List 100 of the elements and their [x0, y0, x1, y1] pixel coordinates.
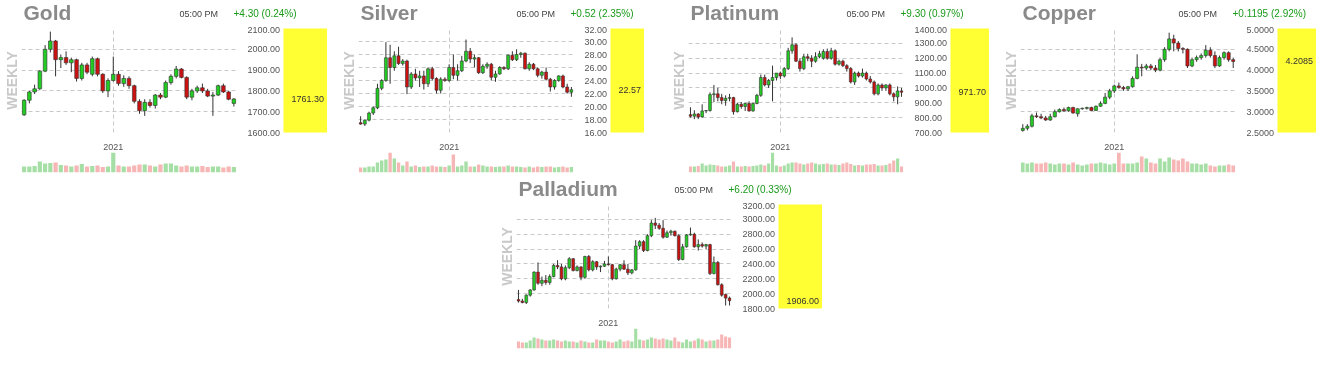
y-tick-label: 1700.00 [247, 106, 281, 117]
bar [502, 166, 506, 173]
text: 1761.30 [291, 93, 325, 104]
bar [1052, 164, 1057, 173]
bar [1107, 164, 1112, 173]
bar [485, 166, 489, 173]
candlestick [451, 54, 456, 80]
y-tick-label: 2400.00 [742, 258, 776, 269]
y-tick-label: 1400.00 [914, 24, 948, 35]
text: +0.52 (2.35%) [570, 7, 634, 19]
bar [388, 152, 392, 173]
x-tick-label: 2021 [439, 141, 460, 152]
text: +6.20 (0.33%) [728, 183, 792, 195]
chart-title: Palladium [518, 176, 618, 200]
x-tick-label: 2021 [1104, 141, 1125, 152]
bar [579, 340, 583, 349]
bar [464, 161, 468, 173]
bar [1222, 165, 1226, 173]
x-tick-label: 2021 [103, 141, 124, 152]
bar [770, 152, 775, 173]
y-tick-label: 1600.00 [247, 127, 281, 138]
bar [1203, 163, 1208, 173]
bar [405, 161, 409, 173]
text: 22.57 [618, 84, 642, 95]
bar [634, 328, 638, 349]
text: 05:00 PM [674, 184, 714, 195]
bar [443, 166, 447, 173]
y-tick-label: 1300.00 [914, 38, 948, 49]
bar [363, 167, 367, 173]
bar [426, 166, 430, 173]
y-tick-label: 1100.00 [914, 68, 947, 79]
bar [696, 166, 700, 173]
chart-title: Silver [360, 0, 418, 24]
y-tick-label: 16.00 [584, 127, 608, 138]
y-tick-label: 18.00 [584, 114, 608, 125]
y-tick-label: 2000.00 [742, 288, 776, 299]
y-tick-label: 4.5000 [1246, 44, 1275, 55]
y-tick-label: 800.00 [914, 112, 943, 123]
bar [880, 165, 884, 173]
bar [565, 167, 569, 173]
bar [1112, 163, 1117, 173]
bar [1075, 164, 1080, 173]
bar [53, 162, 58, 173]
x-tick-label: 2021 [770, 141, 791, 152]
bar [422, 166, 426, 173]
bar [561, 166, 565, 173]
y-tick-label: 2600.00 [742, 244, 776, 255]
bar [1158, 158, 1162, 173]
y-tick-label: 30.00 [584, 36, 608, 47]
y-tick-label: 1800.00 [742, 303, 776, 314]
y-tick-label: 2000.00 [247, 44, 281, 55]
text: 4.2085 [1285, 56, 1314, 67]
y-tick-label: 1000.00 [914, 82, 948, 93]
candlestick [1185, 47, 1190, 69]
bar [1030, 162, 1034, 173]
y-tick-label: 20.00 [584, 101, 608, 112]
candlestick [677, 233, 681, 262]
text: 05:00 PM [846, 8, 886, 19]
candlestick [661, 219, 665, 240]
bar [1126, 163, 1130, 173]
text: 1906.00 [786, 295, 820, 306]
bar [708, 340, 712, 349]
text: +0.1195 (2.92%) [1232, 7, 1306, 19]
x-tick-label: 2021 [598, 317, 619, 328]
text: 05:00 PM [179, 8, 219, 19]
y-tick-label: 4.0000 [1246, 65, 1275, 76]
chart-title: Gold [23, 0, 72, 24]
bar [1213, 166, 1217, 173]
text: 05:00 PM [516, 8, 556, 19]
y-tick-label: 3200.00 [742, 200, 776, 211]
bar [794, 162, 798, 173]
text: 05:00 PM [1178, 8, 1218, 19]
chart-title: Platinum [690, 0, 780, 24]
bar [544, 166, 548, 173]
bar [1039, 163, 1043, 173]
bar [506, 165, 510, 173]
bar [1139, 156, 1144, 173]
candlestick [375, 83, 380, 110]
y-tick-label: 5.0000 [1246, 24, 1275, 35]
bar [79, 164, 84, 173]
y-tick-label: 3000.00 [742, 214, 776, 225]
bar [1149, 162, 1153, 173]
bar [1167, 157, 1171, 173]
bar [447, 165, 451, 173]
bar [837, 164, 841, 173]
bar [1048, 163, 1053, 173]
candlestick [422, 70, 426, 91]
y-tick-label: 22.00 [584, 88, 608, 99]
bar [1231, 165, 1236, 173]
y-tick-label: 2100.00 [247, 24, 281, 35]
bar [116, 165, 121, 173]
bar [1171, 159, 1176, 173]
candlestick [626, 263, 630, 276]
y-tick-label: 3.0000 [1246, 106, 1275, 117]
bar [1071, 162, 1075, 173]
y-tick-label: 26.00 [584, 62, 608, 73]
bar [523, 167, 527, 173]
bar [665, 339, 669, 349]
bar [1062, 163, 1066, 173]
y-tick-label: 3.5000 [1246, 85, 1275, 96]
